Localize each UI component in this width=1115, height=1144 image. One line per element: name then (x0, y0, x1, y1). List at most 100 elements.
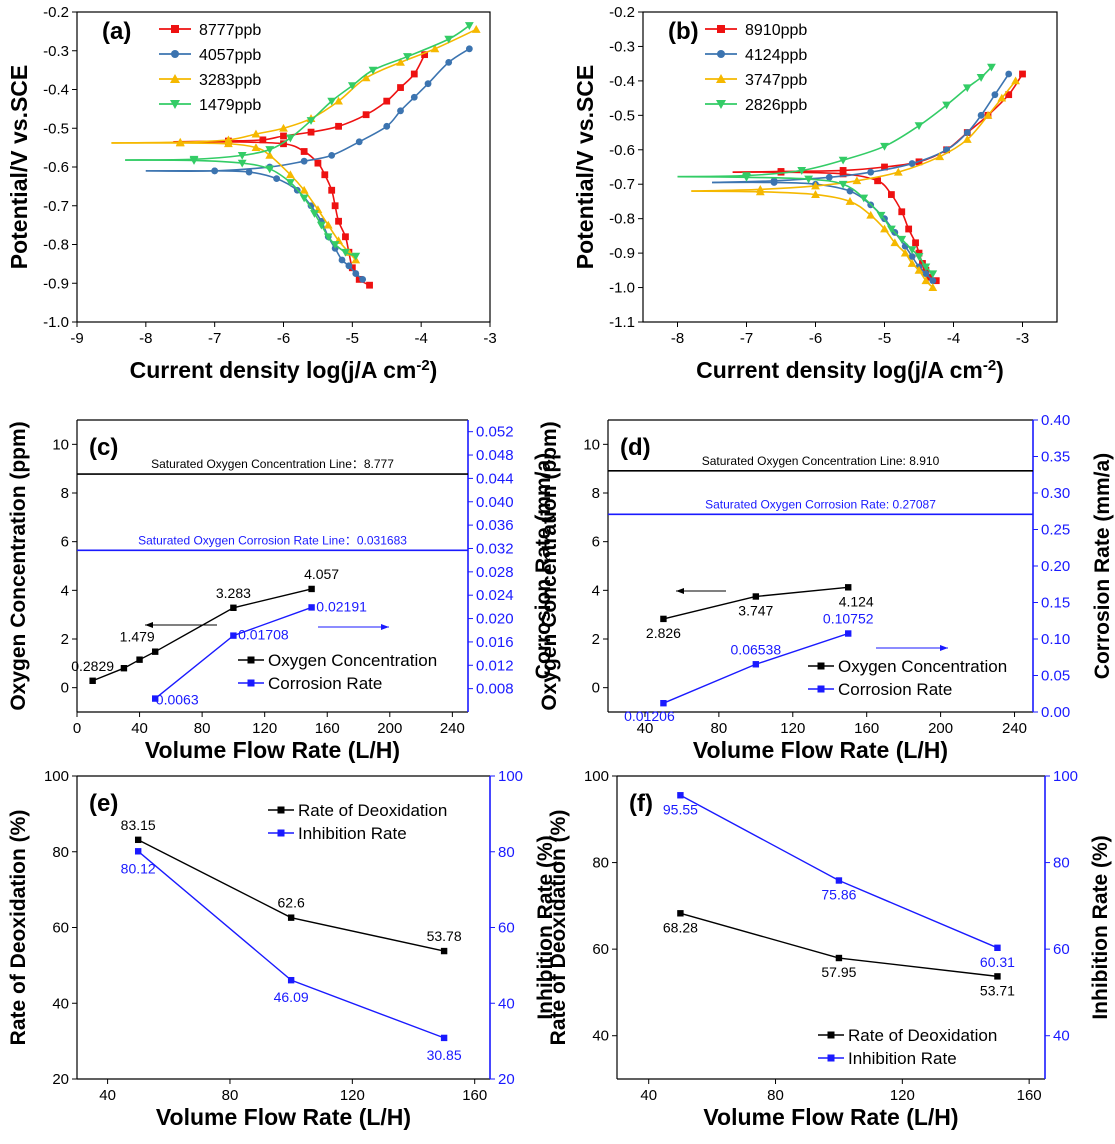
x-tick-label: 80 (711, 720, 728, 737)
data-point-2826ppb (887, 225, 896, 234)
y-tick-label: -0.8 (43, 237, 69, 254)
data-point-Corrosion Rate (660, 699, 667, 707)
x-tick-label: -9 (70, 330, 83, 347)
data-point-4057ppb (345, 262, 353, 270)
data-point-8777ppb (397, 84, 404, 91)
legend-marker (827, 1031, 835, 1039)
x-tick-label: 200 (928, 720, 953, 737)
series-line-3747ppb (691, 80, 1017, 192)
data-point-8910ppb (874, 177, 881, 185)
y-tick-label: -0.2 (43, 4, 69, 21)
data-point-3283ppb (175, 137, 185, 146)
data-point-8910ppb (919, 260, 926, 267)
legend: Oxygen Concentration Corrosion Rate (238, 651, 437, 693)
y-axis-title: Potential/V vs.SCE (6, 65, 32, 270)
data-label: 53.78 (427, 928, 462, 944)
y-right-axis-title: Inhibition Rate (%) (1089, 835, 1112, 1019)
x-axis-title: Volume Flow Rate (L/H) (145, 737, 400, 763)
y-right-tick-label: 0.30 (1041, 485, 1070, 502)
y-right-axis-title: Corrosion Rate (mm/a) (1091, 453, 1114, 679)
legend-marker (716, 74, 726, 83)
x-tick-label: -3 (1016, 330, 1029, 347)
data-point-1479ppb (347, 82, 357, 91)
data-point-8777ppb (314, 159, 322, 167)
y-tick-label: -0.9 (609, 245, 635, 262)
y-right-tick-label: 80 (1053, 855, 1070, 872)
data-point-Inhibition Rate (134, 848, 142, 855)
data-point-2826ppb (742, 172, 751, 181)
plot-frame (642, 11, 1058, 323)
data-point-3747ppb (880, 224, 889, 233)
legend-label: 2826ppb (745, 97, 807, 114)
data-point-Rate of Deoxidation (835, 954, 843, 962)
data-point-4057ppb (445, 58, 453, 66)
data-point-1479ppb (265, 165, 275, 174)
y-tick-label: 40 (592, 1028, 609, 1045)
y-tick-label: -0.7 (609, 176, 635, 193)
legend: 8910ppb 4124ppb 3747ppb 2826ppb (705, 22, 807, 114)
legend-label: 4057ppb (199, 47, 261, 64)
data-point-3747ppb (900, 248, 910, 257)
legend-marker (277, 806, 285, 814)
y-tick-label: -0.8 (609, 211, 635, 228)
data-point-2826ppb (838, 180, 848, 189)
reference-line-label: Saturated Oxygen Corrosion Rate Line：0.0… (138, 533, 407, 547)
x-tick-label: -7 (208, 330, 221, 347)
data-point-1479ppb (368, 66, 378, 75)
y-tick-label: -1.0 (609, 280, 635, 297)
data-point-1479ppb (299, 194, 309, 203)
data-label: 75.86 (821, 886, 856, 902)
data-point-8777ppb (362, 111, 370, 119)
y-tick-label: -1.0 (43, 314, 69, 331)
y-right-tick-label: 0.024 (476, 587, 514, 604)
y-right-tick-label: 100 (498, 768, 523, 785)
data-point-8777ppb (280, 140, 287, 148)
y-tick-label: -0.3 (609, 38, 635, 55)
y-right-tick-label: 0.008 (476, 681, 514, 698)
x-axis-title: Current density log(j/A cm-2) (130, 357, 438, 384)
data-point-4124ppb (1005, 70, 1013, 78)
y-tick-label: -0.2 (609, 4, 635, 21)
data-point-2826ppb (962, 84, 972, 93)
x-tick-label: 40 (99, 1087, 116, 1104)
data-point-3283ppb (251, 143, 261, 152)
y-tick-label: 6 (592, 534, 600, 551)
data-point-4124ppb (991, 91, 999, 99)
data-point-Rate of Deoxidation (677, 910, 684, 917)
data-label: 30.85 (427, 1047, 462, 1063)
data-point-4057ppb (328, 151, 336, 159)
data-point-1479ppb (310, 210, 319, 218)
data-point-3283ppb (323, 220, 333, 229)
data-point-Oxygen Concentration (230, 604, 237, 611)
data-point-8910ppb (839, 167, 847, 174)
data-point-8910ppb (932, 277, 940, 285)
legend-marker (817, 662, 825, 670)
x-tick-label: 80 (767, 1087, 784, 1104)
data-point-1479ppb (306, 117, 316, 125)
data-point-1479ppb (341, 248, 350, 257)
x-tick-label: 240 (440, 720, 465, 737)
x-tick-label: 40 (640, 1087, 657, 1104)
y-tick-label: 100 (584, 768, 609, 785)
data-point-3747ppb (914, 265, 924, 274)
y-right-tick-label: 40 (498, 995, 515, 1012)
data-point-4057ppb (359, 275, 367, 283)
reference-line-label: Saturated Oxygen Corrosion Rate: 0.27087 (705, 497, 936, 511)
y-right-tick-label: 60 (498, 920, 515, 937)
legend-marker (277, 829, 285, 837)
x-axis-title: Volume Flow Rate (L/H) (156, 1104, 411, 1130)
data-point-8777ppb (259, 136, 267, 144)
x-tick-label: 40 (131, 720, 148, 737)
legend-label: Inhibition Rate (298, 824, 407, 843)
data-point-3747ppb (811, 190, 820, 198)
data-point-8910ppb (1019, 70, 1026, 78)
panel-d: 40 80 120 160 200 240 0 2 4 6 8 10 0.00 0.05 0.10 0.15 0… (538, 412, 1114, 763)
legend-marker (170, 100, 180, 109)
panel-label: (b) (668, 18, 699, 45)
legend: Rate of Deoxidation Inhibition Rate (268, 801, 447, 843)
x-tick-label: -7 (740, 330, 753, 347)
y-right-tick-label: 0.35 (1041, 449, 1070, 466)
axis-arrow-head (940, 645, 948, 651)
x-tick-label: 120 (340, 1087, 365, 1104)
data-point-1479ppb (316, 221, 326, 230)
